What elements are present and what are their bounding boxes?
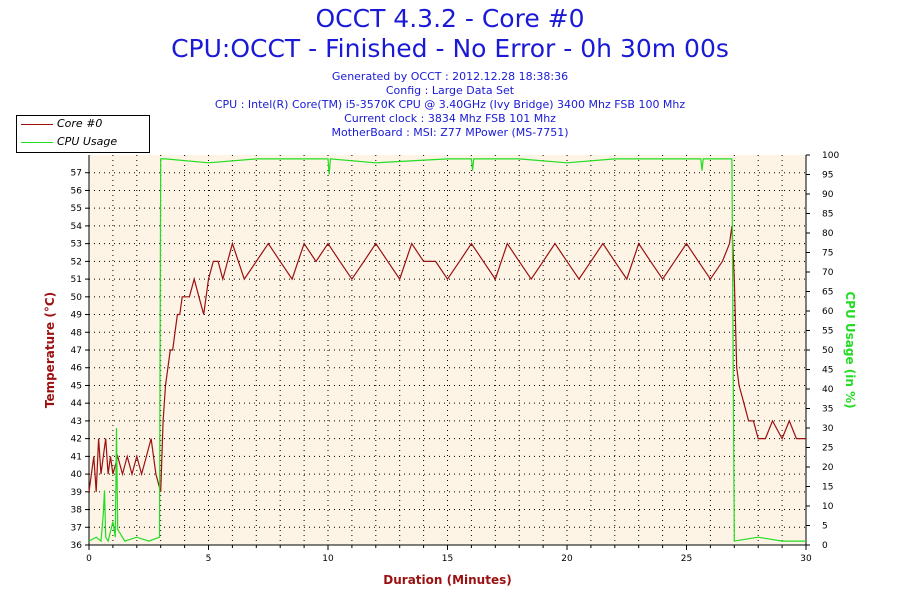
y-tick-label-3: 39 [71,488,83,498]
y-tick-label-9: 45 [71,381,82,391]
y2-tick-label-15: 75 [822,249,833,259]
y2-tick-label-1: 5 [822,522,828,532]
y2-tick-label-0: 0 [822,541,828,551]
y2-tick-label-13: 65 [822,288,833,298]
y-tick-label-12: 48 [71,328,83,338]
legend-label-cpu-usage: CPU Usage [57,135,118,148]
y2-tick-label-14: 70 [822,268,834,278]
y2-tick-label-3: 15 [822,483,833,493]
y-tick-label-21: 57 [71,169,82,179]
y2-tick-label-17: 85 [822,210,833,220]
y-tick-label-16: 52 [71,257,82,267]
y2-tick-label-6: 30 [822,424,834,434]
series-line-cpu-usage [88,158,806,543]
y2-tick-label-20: 100 [822,151,839,161]
y-tick-label-2: 38 [71,506,83,516]
legend-label-core0: Core #0 [57,117,103,130]
y2-tick-label-11: 55 [822,327,833,337]
chart-subtitle: CPU:OCCT - Finished - No Error - 0h 30m … [171,34,729,63]
info-config: Config : Large Data Set [385,84,515,97]
y2-tick-label-19: 95 [822,171,833,181]
x-axis-label: Duration (Minutes) [383,573,511,587]
legend-item-core0: Core #0 [17,116,149,132]
y-tick-label-8: 44 [71,399,83,409]
y-tick-label-15: 51 [71,275,82,285]
chart-legend: Core #0 CPU Usage [16,115,150,153]
y-tick-label-6: 42 [71,435,82,445]
y2-axis-label: CPU Usage (in %) [843,291,857,408]
y2-tick-label-5: 25 [822,444,833,454]
y2-tick-label-9: 45 [822,366,833,376]
info-motherboard: MotherBoard : MSI: Z77 MPower (MS-7751) [331,126,569,139]
y-axis-label: Temperature (°C) [43,292,57,408]
x-tick-label-2: 10 [322,554,334,564]
series-line-core0 [88,225,806,492]
y-tick-label-0: 36 [71,541,83,551]
x-tick-label-5: 25 [681,554,692,564]
y-tick-label-4: 40 [71,470,83,480]
y-tick-label-11: 47 [71,346,82,356]
y-tick-label-18: 54 [71,222,83,232]
y2-tick-label-7: 35 [822,405,833,415]
y-tick-label-20: 56 [71,186,83,196]
x-tick-label-4: 20 [561,554,573,564]
legend-swatch-cpu-usage [21,142,53,143]
chart-title: OCCT 4.3.2 - Core #0 [315,4,585,33]
info-clock: Current clock : 3834 Mhz FSB 101 Mhz [344,112,556,125]
y-tick-label-19: 55 [71,204,82,214]
y-tick-label-13: 49 [71,311,83,321]
legend-item-cpu-usage: CPU Usage [17,134,149,150]
y2-tick-label-2: 10 [822,502,834,512]
x-tick-label-6: 30 [800,554,812,564]
y2-tick-label-16: 80 [822,229,834,239]
y2-tick-label-10: 50 [822,346,834,356]
y2-tick-label-4: 20 [822,463,834,473]
y-tick-label-17: 53 [71,240,82,250]
y2-tick-label-18: 90 [822,190,834,200]
y2-tick-label-8: 40 [822,385,834,395]
x-tick-label-0: 0 [86,554,92,564]
y-tick-label-10: 46 [71,364,83,374]
x-tick-label-3: 15 [442,554,453,564]
y-tick-label-5: 41 [71,452,82,462]
y-tick-label-14: 50 [71,293,83,303]
info-generated: Generated by OCCT : 2012.12.28 18:38:36 [331,70,569,83]
legend-swatch-core0 [21,124,53,125]
y2-tick-label-12: 60 [822,307,834,317]
y-tick-label-7: 43 [71,417,82,427]
y-tick-label-1: 37 [71,523,82,533]
info-cpu: CPU : Intel(R) Core(TM) i5-3570K CPU @ 3… [214,98,686,111]
x-tick-label-1: 5 [206,554,212,564]
